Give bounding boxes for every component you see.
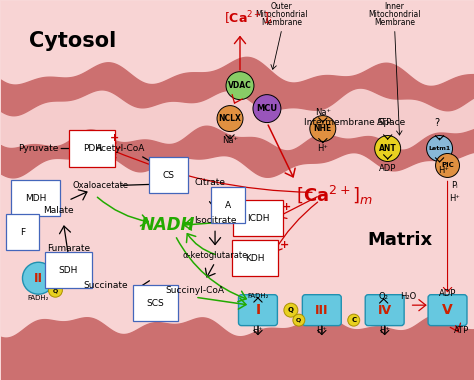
Text: $[\mathbf{Ca}^{2+}]_i$: $[\mathbf{Ca}^{2+}]_i$ (224, 10, 272, 28)
Text: Acetyl-CoA: Acetyl-CoA (96, 144, 145, 153)
Text: Na⁺: Na⁺ (315, 108, 331, 117)
Text: H⁺: H⁺ (449, 194, 460, 203)
Text: Q: Q (296, 318, 301, 323)
Text: ADP: ADP (379, 164, 396, 173)
Text: Succinate: Succinate (83, 281, 128, 290)
Text: Malate: Malate (43, 206, 74, 215)
Text: H⁺: H⁺ (438, 166, 449, 175)
Text: Membrane: Membrane (261, 18, 302, 27)
Text: +: + (110, 133, 119, 142)
Text: A: A (225, 201, 231, 210)
Text: Isocitrate: Isocitrate (194, 216, 237, 225)
Text: V: V (442, 303, 453, 317)
Text: FADH₂: FADH₂ (27, 295, 49, 301)
Text: MCU: MCU (256, 104, 277, 113)
Text: VDAC: VDAC (228, 81, 252, 90)
Text: ICDH: ICDH (246, 214, 269, 223)
Circle shape (374, 136, 401, 162)
Text: ATP: ATP (454, 326, 469, 335)
Circle shape (217, 106, 243, 131)
Text: MDH: MDH (25, 194, 46, 203)
Circle shape (293, 314, 305, 326)
Circle shape (48, 283, 63, 297)
Text: Oxaloacetate: Oxaloacetate (72, 181, 128, 190)
Text: Cytosol: Cytosol (29, 31, 116, 51)
Text: Intermembrane Space: Intermembrane Space (304, 118, 405, 127)
Text: F: F (20, 228, 25, 237)
Text: SCS: SCS (146, 299, 164, 308)
Circle shape (310, 116, 336, 141)
Text: III: III (315, 304, 328, 317)
Text: O₂: O₂ (379, 292, 389, 301)
Text: Pᵢ: Pᵢ (451, 181, 458, 190)
Text: Inner: Inner (385, 2, 405, 11)
Text: Matrix: Matrix (367, 231, 432, 249)
Circle shape (253, 95, 281, 123)
FancyBboxPatch shape (302, 294, 341, 326)
Text: PiC: PiC (441, 163, 454, 168)
Text: Q: Q (288, 307, 294, 313)
Text: ANT: ANT (379, 144, 397, 153)
Circle shape (436, 154, 459, 177)
Circle shape (226, 72, 254, 100)
Text: $[\mathbf{Ca}^{2+}]_m$: $[\mathbf{Ca}^{2+}]_m$ (296, 184, 374, 207)
FancyBboxPatch shape (428, 294, 467, 326)
Text: Succinyl-CoA: Succinyl-CoA (165, 286, 225, 295)
Circle shape (348, 314, 360, 326)
Text: Membrane: Membrane (374, 18, 415, 27)
Text: NHE: NHE (314, 124, 332, 133)
Text: Pyruvate: Pyruvate (18, 144, 59, 153)
Text: Letm1: Letm1 (428, 146, 451, 151)
Circle shape (22, 262, 55, 294)
Text: +: + (282, 203, 291, 212)
Text: H⁺: H⁺ (379, 326, 390, 335)
Text: SDH: SDH (59, 266, 78, 275)
Text: Mitochondrial: Mitochondrial (255, 10, 308, 19)
Text: NCLX: NCLX (219, 114, 241, 123)
Text: Mitochondrial: Mitochondrial (368, 10, 421, 19)
Text: Q: Q (53, 289, 58, 294)
Text: α-ketoglutarate: α-ketoglutarate (182, 251, 248, 260)
Circle shape (427, 136, 453, 162)
Text: C: C (351, 317, 356, 323)
Text: ?: ? (434, 117, 439, 128)
Text: Na⁺: Na⁺ (222, 136, 238, 145)
Text: H₂O: H₂O (401, 292, 417, 301)
Text: H⁺: H⁺ (253, 326, 264, 335)
Text: IV: IV (378, 304, 392, 317)
Text: H⁺: H⁺ (316, 326, 327, 335)
Text: ADP: ADP (439, 289, 456, 298)
Text: +: + (280, 240, 289, 250)
Text: CS: CS (162, 171, 174, 180)
Text: Fumarate: Fumarate (47, 244, 90, 253)
Text: Outer: Outer (271, 2, 293, 11)
Text: Citrate: Citrate (194, 178, 226, 187)
Text: I: I (255, 303, 261, 317)
Text: II: II (34, 272, 43, 285)
FancyBboxPatch shape (365, 294, 404, 326)
Text: NADH: NADH (141, 216, 195, 234)
Text: KDH: KDH (245, 254, 264, 263)
Text: PDH: PDH (83, 144, 102, 153)
Circle shape (284, 303, 298, 317)
Text: H⁺: H⁺ (318, 144, 328, 153)
Text: ATP: ATP (377, 118, 392, 127)
Text: FADH₂: FADH₂ (247, 293, 269, 299)
FancyBboxPatch shape (238, 294, 277, 326)
